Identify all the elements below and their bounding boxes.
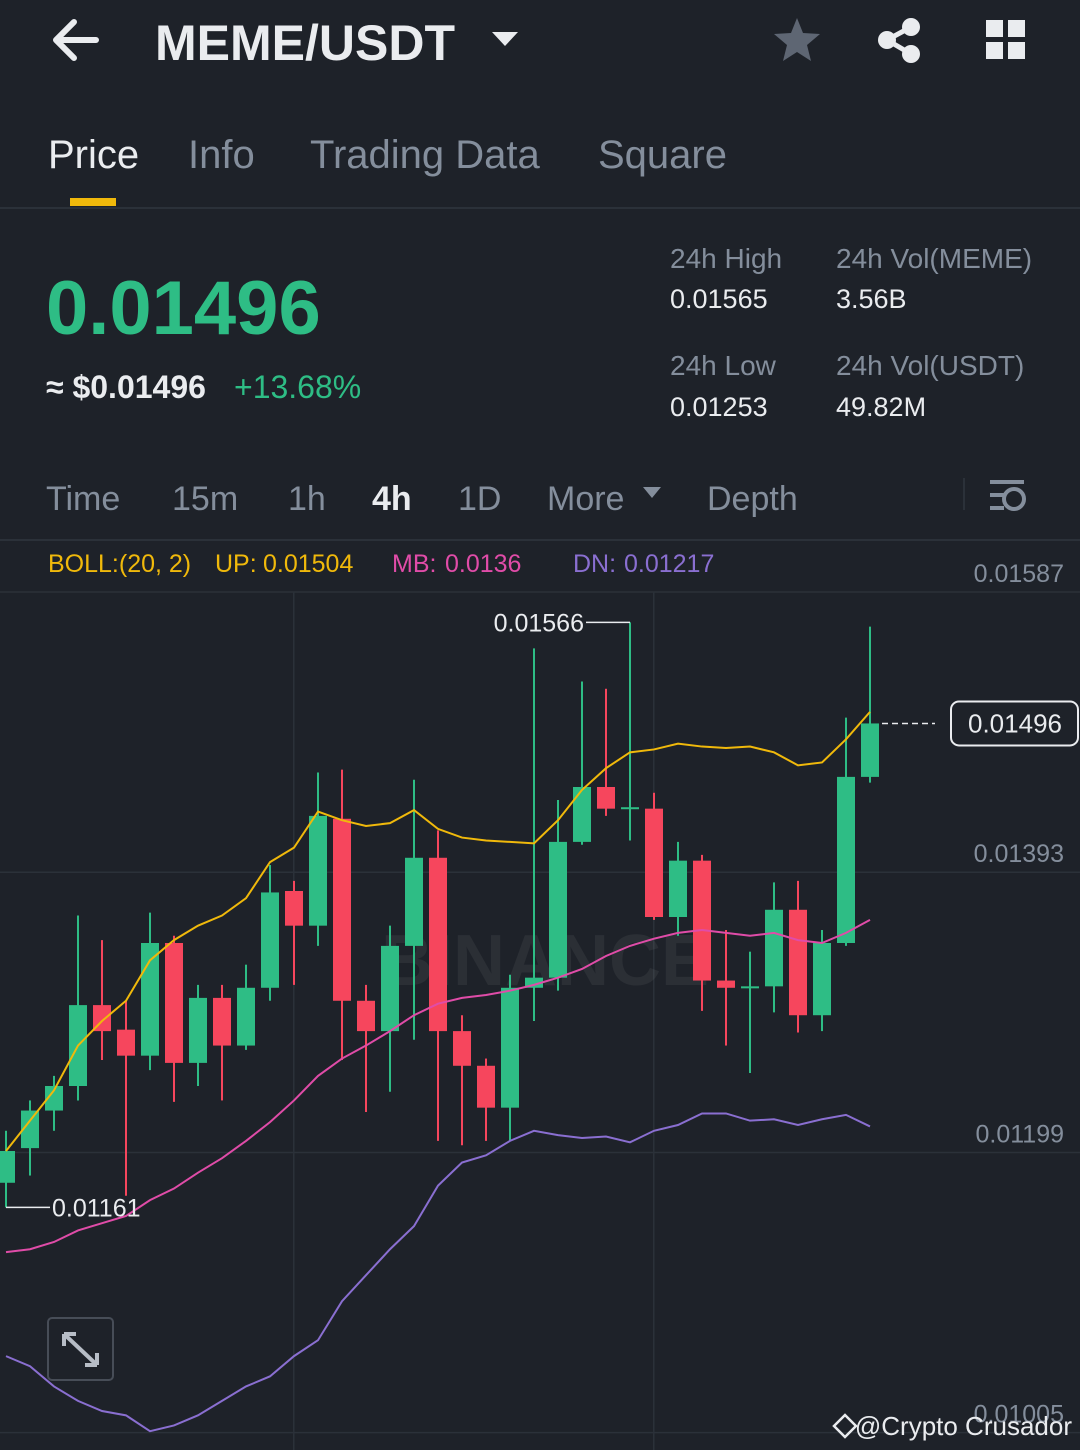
candle-body <box>621 807 639 810</box>
last-price-box <box>950 700 1079 747</box>
candle-body <box>0 1151 15 1183</box>
candle-body <box>213 997 231 1046</box>
candle-body <box>573 787 591 842</box>
fiat-price: ≈ $0.01496 <box>46 369 206 405</box>
stat-value: 3.56B <box>836 284 907 314</box>
stat-value: 49.82M <box>836 392 926 422</box>
y-tick-label: 0.01005 <box>974 1401 1064 1429</box>
price-change: +13.68% <box>234 369 361 405</box>
candle-body <box>429 857 447 1032</box>
stat-value: 0.01253 <box>670 392 768 422</box>
tab[interactable]: Info <box>188 133 255 177</box>
candle-body <box>765 909 783 987</box>
candle-body <box>693 860 711 981</box>
boll-line <box>5 1112 871 1433</box>
stat-label: 24h Low <box>670 350 777 381</box>
vertical-grid-line <box>293 592 295 1450</box>
candle-body <box>669 860 687 917</box>
back-button[interactable] <box>53 19 99 61</box>
favorite-star[interactable] <box>774 18 820 61</box>
timeframe[interactable]: 1D <box>458 480 501 518</box>
candle-body <box>189 997 207 1063</box>
last-price: 0.01496 <box>46 266 321 351</box>
y-tick-label: 0.01393 <box>974 840 1064 868</box>
candle-body <box>861 723 879 777</box>
candle-body <box>261 892 279 988</box>
divider <box>963 478 965 510</box>
max-label: 0.01566 <box>494 609 584 637</box>
legend-name: DN: <box>573 550 616 578</box>
divider <box>0 539 1080 541</box>
chart-settings[interactable] <box>990 480 1026 511</box>
tab[interactable]: Trading Data <box>310 133 541 177</box>
candle-body <box>525 977 543 988</box>
last-price-label: 0.01496 <box>968 708 1062 738</box>
timeframe[interactable]: 1h <box>288 480 326 518</box>
legend-name: UP: <box>215 550 257 578</box>
pair-dropdown[interactable] <box>492 32 518 46</box>
min-label: 0.01161 <box>52 1194 141 1222</box>
candle-body <box>333 818 351 1001</box>
divider <box>0 207 1080 209</box>
candle-body <box>381 945 399 1032</box>
more-dropdown[interactable] <box>643 487 661 498</box>
stat-label: 24h Vol(USDT) <box>836 350 1024 381</box>
y-tick-label: 0.01587 <box>974 560 1064 588</box>
candle-body <box>837 776 855 943</box>
candle-body <box>717 980 735 988</box>
tab[interactable]: Square <box>598 133 727 177</box>
candle-body <box>645 808 663 917</box>
candle-body <box>741 986 759 989</box>
candle-body <box>117 1029 135 1056</box>
legend-value: 0.0136 <box>445 550 521 578</box>
candle-body <box>501 987 519 1108</box>
candle-body <box>597 787 615 809</box>
timeframe[interactable]: 15m <box>172 480 238 518</box>
tab-indicator <box>70 198 116 206</box>
stat-label: 24h Vol(MEME) <box>836 243 1032 274</box>
share-button[interactable] <box>878 18 920 63</box>
legend-name: MB: <box>392 550 436 578</box>
candle-body <box>549 841 567 978</box>
stat-value: 0.01565 <box>670 284 768 314</box>
candle-body <box>141 943 159 1056</box>
boll-line <box>5 919 871 1254</box>
stat-label: 24h High <box>670 243 782 274</box>
indicator-label: BOLL:(20, 2) <box>48 550 191 578</box>
plot: 0.01587 0.01393 0.01199 0.01005 0.01566 0.011… <box>0 560 1080 1434</box>
footer-credit: @Crypto Crusador <box>855 1411 1072 1441</box>
vertical-grid-line <box>653 592 655 1450</box>
candle-body <box>813 943 831 1016</box>
timeframe[interactable]: Depth <box>707 480 798 518</box>
candle-body <box>477 1065 495 1108</box>
timeframe-active[interactable]: 4h <box>372 480 412 518</box>
footer-icon <box>832 1413 858 1439</box>
timeframe[interactable]: Time <box>46 480 120 518</box>
legend-value: 0.01504 <box>263 550 353 578</box>
candle-body <box>789 909 807 1016</box>
candle-body <box>237 987 255 1046</box>
boll-line <box>5 711 871 1152</box>
candle-body <box>309 815 327 926</box>
candle-body <box>165 943 183 1063</box>
candle-body <box>453 1031 471 1066</box>
y-tick-label: 0.01199 <box>975 1120 1064 1148</box>
timeframe[interactable]: More <box>547 480 624 518</box>
expand-button[interactable] <box>47 1317 114 1381</box>
grid-menu[interactable] <box>986 20 1025 59</box>
candle-body <box>357 1000 375 1032</box>
candle-body <box>45 1086 63 1111</box>
candle-body <box>21 1110 39 1149</box>
legend-value: 0.01217 <box>624 550 714 578</box>
candle-body <box>285 891 303 926</box>
candle-body <box>405 857 423 946</box>
tab[interactable]: Price <box>48 133 139 177</box>
pair-title[interactable]: MEME/USDT <box>155 15 455 71</box>
